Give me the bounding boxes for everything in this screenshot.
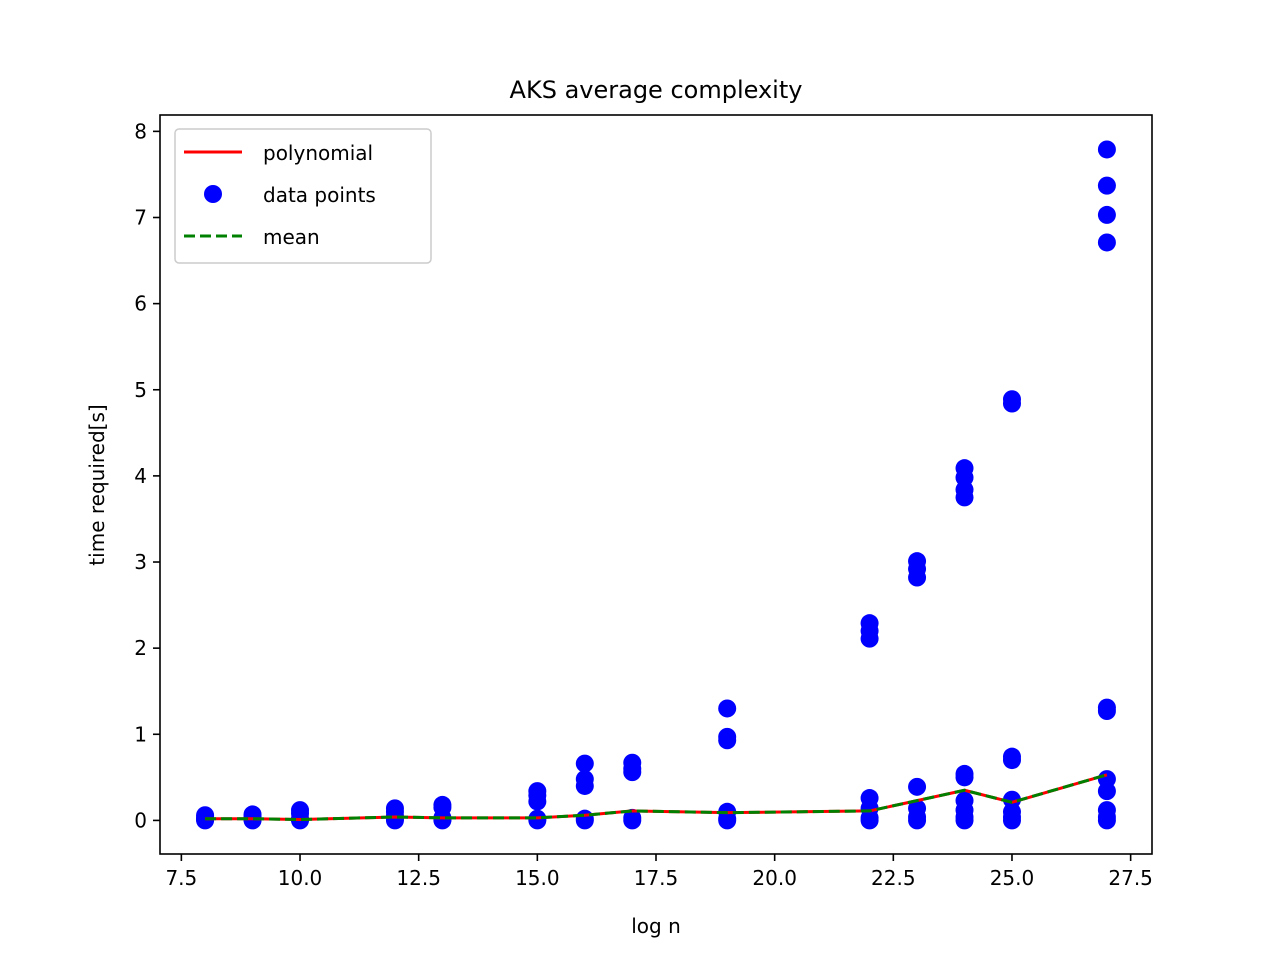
data-point — [575, 754, 594, 773]
data-point — [1002, 390, 1021, 409]
x-tick-label: 27.5 — [1108, 866, 1153, 890]
y-axis-ticks: 0 1 2 3 4 5 6 7 8 — [134, 119, 160, 832]
data-point — [955, 459, 974, 478]
y-tick-label: 4 — [134, 464, 147, 488]
y-tick-label: 0 — [134, 808, 147, 832]
y-tick-label: 2 — [134, 636, 147, 660]
chart-title: AKS average complexity — [510, 76, 803, 104]
data-point — [575, 770, 594, 789]
legend-data-points-label: data points — [263, 183, 376, 207]
data-point — [243, 805, 262, 824]
data-point — [196, 806, 215, 825]
y-tick-label: 5 — [134, 378, 147, 402]
series-layer — [196, 140, 1116, 830]
data-point — [623, 753, 642, 772]
x-tick-label: 17.5 — [634, 866, 679, 890]
data-point — [908, 777, 927, 796]
y-axis-label: time required[s] — [85, 404, 109, 565]
x-tick-label: 25.0 — [990, 866, 1035, 890]
x-tick-label: 20.0 — [752, 866, 797, 890]
x-tick-label: 7.5 — [165, 866, 197, 890]
y-tick-label: 7 — [134, 205, 147, 229]
x-axis-label: log n — [631, 914, 681, 938]
data-point — [955, 764, 974, 783]
legend-mean-label: mean — [263, 225, 320, 249]
data-point — [433, 795, 452, 814]
data-point — [528, 782, 547, 801]
legend-polynomial-label: polynomial — [263, 141, 373, 165]
data-point — [1097, 205, 1116, 224]
data-point — [718, 699, 737, 718]
data-point — [1097, 770, 1116, 789]
y-tick-label: 6 — [134, 292, 147, 316]
x-tick-label: 22.5 — [871, 866, 916, 890]
data-point — [1097, 698, 1116, 717]
data-point — [1097, 140, 1116, 159]
data-point — [1002, 790, 1021, 809]
y-tick-label: 8 — [134, 119, 147, 143]
x-tick-label: 15.0 — [515, 866, 560, 890]
data-point — [623, 808, 642, 827]
data-point — [860, 614, 879, 633]
y-tick-label: 1 — [134, 722, 147, 746]
data-point — [955, 791, 974, 810]
data-point — [1097, 176, 1116, 195]
data-point — [385, 799, 404, 818]
data-point — [1097, 233, 1116, 252]
x-tick-label: 12.5 — [396, 866, 441, 890]
data-point — [1002, 747, 1021, 766]
data-point — [908, 799, 927, 818]
data-point — [908, 552, 927, 571]
data-point — [860, 789, 879, 808]
legend-box — [174, 128, 432, 264]
data-point — [291, 801, 310, 820]
legend-data-points-swatch — [204, 185, 222, 203]
data-point — [1097, 801, 1116, 820]
y-tick-label: 3 — [134, 550, 147, 574]
data-point — [718, 727, 737, 746]
legend: polynomial data points mean — [174, 128, 432, 264]
data-point — [575, 809, 594, 828]
x-tick-label: 10.0 — [278, 866, 323, 890]
x-axis-ticks: 7.5 10.0 12.5 15.0 17.5 20.0 22.5 25.0 27.5 — [165, 854, 1153, 890]
mean-line — [205, 773, 1108, 822]
